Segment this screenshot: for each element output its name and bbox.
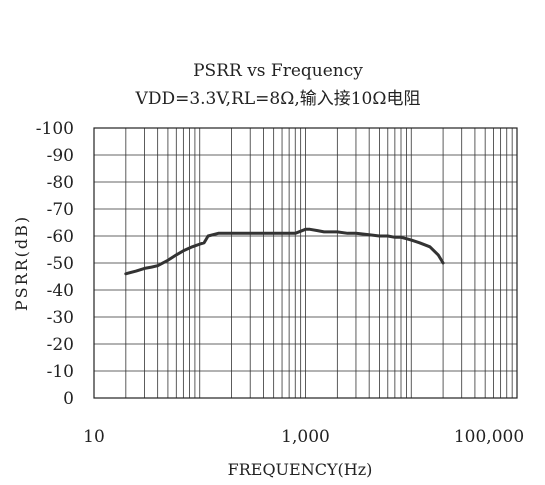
y-tick-label: -70 — [47, 200, 74, 220]
y-tick-label: 0 — [63, 389, 74, 409]
y-tick-label: -40 — [47, 281, 74, 301]
y-tick-label: -90 — [47, 146, 74, 166]
x-tick-label: 100,000 — [454, 427, 524, 447]
y-axis-label: PSRR(dB) — [12, 215, 31, 311]
psrr-line — [124, 227, 445, 276]
x-axis-label: FREQUENCY(Hz) — [228, 460, 373, 479]
y-tick-label: -20 — [47, 335, 74, 355]
x-tick-label: 10 — [83, 427, 105, 447]
chart-subtitle: VDD=3.3V,RL=8Ω,输入接10Ω电阻 — [135, 89, 421, 109]
x-tick-labels: 10 1,000 100,000 — [83, 427, 524, 447]
y-tick-labels: -100-90-80-70-60-50-40-30-20-100 — [36, 119, 74, 409]
grid-lines — [93, 127, 517, 399]
y-tick-label: -80 — [47, 173, 74, 193]
y-tick-label: -60 — [47, 227, 74, 247]
y-tick-label: -10 — [47, 362, 74, 382]
y-tick-label: -100 — [36, 119, 74, 139]
series-group — [124, 227, 445, 276]
plot-frame — [93, 127, 518, 399]
y-tick-label: -30 — [47, 308, 74, 328]
chart-title: PSRR vs Frequency — [193, 61, 363, 81]
x-tick-label: 1,000 — [281, 427, 330, 447]
y-tick-label: -50 — [47, 254, 74, 274]
